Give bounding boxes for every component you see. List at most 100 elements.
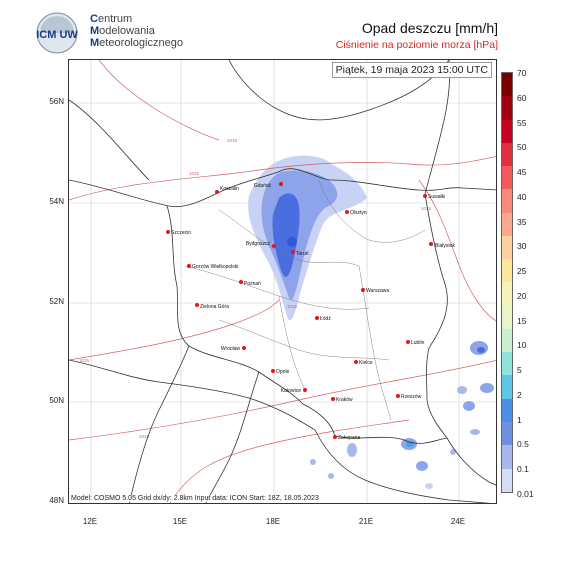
colorbar-label: 0.1 [517, 464, 529, 475]
city-poznan: Poznań [239, 280, 261, 287]
svg-text:Opole: Opole [276, 369, 290, 375]
svg-text:Lublin: Lublin [411, 340, 425, 346]
map-subtitle: Ciśnienie na poziomie morza [hPa] [335, 39, 498, 51]
city-gorzow: Gorzów Wielkopolski [187, 264, 238, 270]
colorbar-label: 25 [517, 266, 527, 277]
colorbar-label: 0.01 [517, 489, 534, 499]
map-canvas: 1015 1015 1015 1015 1015 1015 [69, 60, 496, 503]
icm-logo: ICM UW [36, 12, 78, 54]
colorbar-step [502, 305, 512, 329]
colorbar-label: 5 [517, 365, 522, 376]
colorbar-label: 45 [517, 167, 527, 178]
model-info: Model: COSMO 5.05 Grid dx/dy: 2.8km Inpu… [71, 495, 319, 502]
city-katowice: Katowice [281, 388, 307, 394]
city-markers: Gdańsk Koszalin Suwałki Olsztyn Szczecin… [166, 182, 456, 441]
colorbar-step [502, 282, 512, 306]
svg-text:Gdańsk: Gdańsk [254, 183, 272, 189]
city-lodz: Łódź [315, 316, 331, 322]
isobars [69, 60, 496, 503]
city-suwalki: Suwałki [423, 194, 445, 200]
colorbar-label: 55 [517, 117, 527, 128]
colorbar-label: 1 [517, 414, 522, 425]
lat-label: 50N [49, 396, 64, 405]
svg-text:Bydgoszcz: Bydgoszcz [246, 241, 271, 247]
colorbar-step [502, 189, 512, 213]
colorbar-step [502, 166, 512, 190]
map-title: Opad deszczu [mm/h] [361, 20, 498, 36]
colorbar-label: 60 [517, 92, 527, 103]
lon-label: 24E [450, 517, 466, 526]
svg-text:Zielona Góra: Zielona Góra [200, 304, 229, 310]
organization-name: Centrum Modelowania Meteorologicznego [90, 13, 183, 49]
colorbar-step [502, 421, 512, 446]
colorbar-step [502, 375, 512, 399]
city-rzeszow: Rzeszów [396, 394, 422, 400]
city-wroclaw: Wrocław [221, 346, 246, 352]
svg-text:1015: 1015 [189, 171, 200, 176]
svg-text:1015: 1015 [287, 304, 298, 309]
colorbar-label: 35 [517, 216, 527, 227]
svg-text:Łódź: Łódź [320, 316, 331, 322]
colorbar-step [502, 73, 512, 97]
country-borders [69, 60, 496, 503]
precipitation-field [248, 155, 494, 489]
colorbar-label: 0.5 [517, 439, 529, 450]
svg-text:1015: 1015 [227, 138, 238, 143]
lon-label: 12E [82, 517, 98, 526]
svg-text:Kraków: Kraków [336, 397, 353, 403]
svg-text:1015: 1015 [421, 206, 432, 211]
colorbar-label: 70 [517, 68, 527, 78]
svg-text:Poznań: Poznań [244, 281, 261, 287]
precipitation-colorbar [501, 72, 513, 493]
city-olsztyn: Olsztyn [345, 210, 367, 216]
svg-text:Koszalin: Koszalin [220, 186, 239, 192]
city-opole: Opole [271, 369, 290, 375]
lat-label: 48N [49, 496, 64, 505]
city-koszalin: Koszalin [215, 186, 239, 194]
isobar-labels: 1015 1015 1015 1015 1015 1015 [79, 138, 432, 439]
city-krakow: Kraków [331, 397, 353, 403]
colorbar-step [502, 119, 512, 143]
svg-text:Katowice: Katowice [281, 388, 302, 394]
lat-label: 52N [49, 297, 64, 306]
forecast-map[interactable]: 1015 1015 1015 1015 1015 1015 [68, 59, 497, 504]
colorbar-step [502, 259, 512, 283]
svg-text:Zakopane: Zakopane [338, 435, 360, 441]
colorbar-label: 2 [517, 389, 522, 400]
city-kielce: Kielce [354, 360, 373, 366]
svg-text:Suwałki: Suwałki [428, 194, 445, 200]
colorbar-label: 40 [517, 191, 527, 202]
colorbar-step [502, 398, 512, 422]
svg-text:Toruń: Toruń [296, 251, 309, 257]
svg-text:Szczecin: Szczecin [171, 230, 191, 236]
colorbar-label: 30 [517, 241, 527, 252]
svg-text:1015: 1015 [79, 358, 90, 363]
colorbar-step [502, 328, 512, 353]
colorbar-step [502, 212, 512, 236]
lon-label: 15E [172, 517, 188, 526]
colorbar-label: 10 [517, 340, 527, 351]
city-gdansk: Gdańsk [254, 182, 283, 189]
colorbar-step [502, 352, 512, 376]
svg-text:Olsztyn: Olsztyn [350, 210, 367, 216]
colorbar-step [502, 445, 512, 469]
svg-text:Warszawa: Warszawa [366, 288, 389, 294]
svg-text:Białystok: Białystok [435, 243, 456, 249]
svg-text:Rzeszów: Rzeszów [401, 394, 422, 400]
colorbar-step [502, 235, 512, 260]
colorbar-step [502, 142, 512, 167]
colorbar-step [502, 96, 512, 120]
svg-text:1015: 1015 [139, 434, 150, 439]
lon-label: 18E [265, 517, 281, 526]
svg-text:Gorzów Wielkopolski: Gorzów Wielkopolski [192, 264, 238, 270]
colorbar-label: 15 [517, 315, 527, 326]
city-torun: Toruń [291, 250, 309, 257]
lon-label: 21E [358, 517, 374, 526]
city-szczecin: Szczecin [166, 230, 191, 236]
lat-label: 56N [49, 97, 64, 106]
colorbar-label: 20 [517, 290, 527, 301]
logo-text: ICM UW [36, 29, 78, 41]
validity-time: Piątek, 19 maja 2023 15:00 UTC [331, 62, 492, 78]
city-lublin: Lublin [406, 340, 425, 346]
city-bialystok: Białystok [429, 242, 456, 249]
